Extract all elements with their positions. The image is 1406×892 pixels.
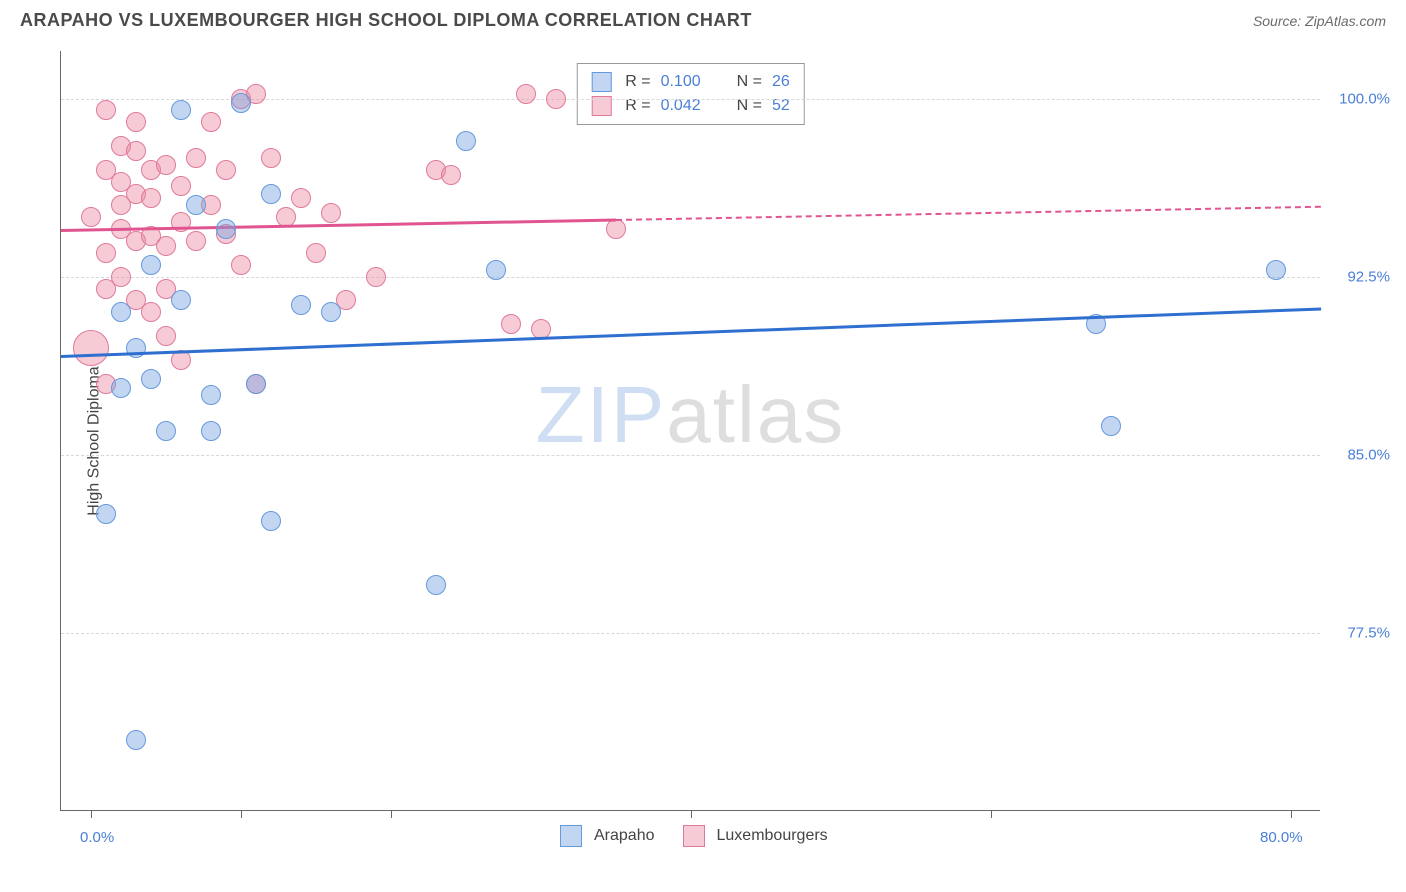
legend-swatch [560, 825, 582, 847]
data-point-luxembourgers [96, 100, 116, 120]
data-point-arapaho [141, 369, 161, 389]
data-point-luxembourgers [126, 141, 146, 161]
data-point-luxembourgers [73, 330, 109, 366]
watermark-part1: ZIP [536, 370, 666, 459]
watermark-part2: atlas [666, 370, 845, 459]
data-point-arapaho [1266, 260, 1286, 280]
x-tick [241, 810, 242, 818]
data-point-arapaho [126, 730, 146, 750]
data-point-luxembourgers [141, 188, 161, 208]
series-legend-item: Luxembourgers [683, 825, 828, 847]
gridline [61, 633, 1320, 634]
data-point-arapaho [111, 302, 131, 322]
legend-swatch [591, 72, 611, 92]
y-tick-label: 92.5% [1330, 268, 1390, 285]
data-point-luxembourgers [231, 255, 251, 275]
data-point-arapaho [1101, 416, 1121, 436]
data-point-luxembourgers [201, 112, 221, 132]
data-point-arapaho [156, 421, 176, 441]
data-point-arapaho [171, 100, 191, 120]
watermark: ZIPatlas [536, 369, 845, 461]
data-point-arapaho [261, 511, 281, 531]
chart-area: High School Diploma ZIPatlas R =0.100N =… [20, 41, 1386, 841]
chart-title: ARAPAHO VS LUXEMBOURGER HIGH SCHOOL DIPL… [20, 10, 752, 31]
data-point-luxembourgers [366, 267, 386, 287]
data-point-luxembourgers [321, 203, 341, 223]
data-point-luxembourgers [546, 89, 566, 109]
data-point-luxembourgers [156, 326, 176, 346]
x-min-label: 0.0% [80, 829, 114, 846]
data-point-luxembourgers [81, 207, 101, 227]
data-point-arapaho [456, 131, 476, 151]
r-label: R = [625, 70, 650, 94]
legend-label: Luxembourgers [717, 827, 828, 845]
data-point-luxembourgers [156, 236, 176, 256]
n-label: N = [737, 70, 762, 94]
y-tick-label: 100.0% [1330, 90, 1390, 107]
data-point-luxembourgers [216, 160, 236, 180]
data-point-arapaho [246, 374, 266, 394]
data-point-luxembourgers [141, 302, 161, 322]
data-point-arapaho [141, 255, 161, 275]
x-tick [1291, 810, 1292, 818]
data-point-arapaho [426, 575, 446, 595]
data-point-arapaho [261, 184, 281, 204]
data-point-luxembourgers [111, 267, 131, 287]
data-point-luxembourgers [306, 243, 326, 263]
data-point-luxembourgers [606, 219, 626, 239]
trend-line [616, 205, 1321, 220]
data-point-arapaho [486, 260, 506, 280]
gridline [61, 277, 1320, 278]
data-point-luxembourgers [501, 314, 521, 334]
gridline [61, 455, 1320, 456]
data-point-luxembourgers [171, 176, 191, 196]
legend-label: Arapaho [594, 827, 655, 845]
x-max-label: 80.0% [1260, 829, 1303, 846]
series-legend-item: Arapaho [560, 825, 655, 847]
data-point-arapaho [111, 378, 131, 398]
data-point-arapaho [231, 93, 251, 113]
data-point-arapaho [186, 195, 206, 215]
data-point-luxembourgers [96, 243, 116, 263]
data-point-luxembourgers [516, 84, 536, 104]
data-point-arapaho [321, 302, 341, 322]
x-tick [691, 810, 692, 818]
stats-legend-row: R = 0.100 N = 26 [591, 70, 790, 94]
data-point-luxembourgers [291, 188, 311, 208]
trend-line [61, 308, 1321, 358]
data-point-luxembourgers [126, 112, 146, 132]
data-point-luxembourgers [111, 195, 131, 215]
source-label: Source: ZipAtlas.com [1253, 13, 1386, 29]
data-point-arapaho [291, 295, 311, 315]
r-value: 0.100 [661, 70, 701, 94]
x-tick [91, 810, 92, 818]
x-tick [991, 810, 992, 818]
data-point-arapaho [216, 219, 236, 239]
y-tick-label: 77.5% [1330, 624, 1390, 641]
data-point-arapaho [201, 385, 221, 405]
legend-swatch [683, 825, 705, 847]
n-value: 26 [772, 70, 790, 94]
data-point-luxembourgers [186, 231, 206, 251]
data-point-luxembourgers [441, 165, 461, 185]
data-point-arapaho [171, 290, 191, 310]
plot-region: ZIPatlas R =0.100N =26R =0.042N =52 77.5… [60, 51, 1320, 811]
stats-legend: R =0.100N =26R =0.042N =52 [576, 63, 805, 125]
data-point-luxembourgers [261, 148, 281, 168]
data-point-luxembourgers [156, 155, 176, 175]
x-tick [391, 810, 392, 818]
y-tick-label: 85.0% [1330, 446, 1390, 463]
data-point-arapaho [96, 504, 116, 524]
data-point-luxembourgers [186, 148, 206, 168]
data-point-arapaho [201, 421, 221, 441]
series-legend: Arapaho Luxembourgers [560, 825, 828, 847]
trend-line [61, 219, 616, 232]
